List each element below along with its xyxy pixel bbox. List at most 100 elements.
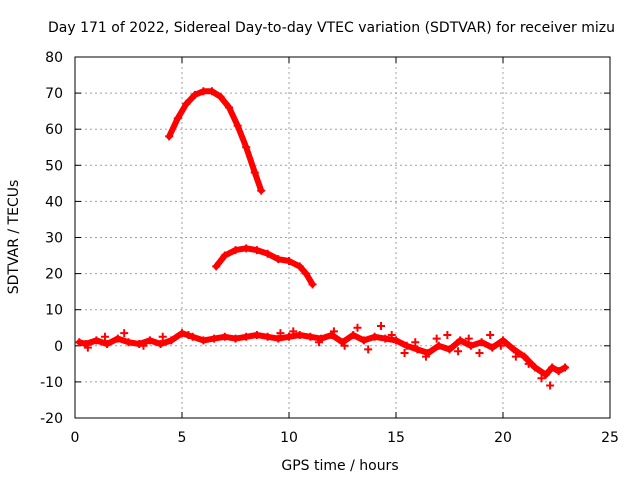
y-axis-title: SDTVAR / TECUs <box>6 180 22 295</box>
y-tick-label: 80 <box>45 50 63 66</box>
y-tick-label: -10 <box>40 375 63 391</box>
data-point <box>263 332 272 341</box>
data-point <box>499 336 507 345</box>
data-point <box>216 92 225 101</box>
data-point <box>308 280 317 289</box>
data-point <box>75 338 84 347</box>
data-point <box>135 339 144 348</box>
data-layer <box>75 87 570 390</box>
data-point <box>257 186 266 195</box>
data-point <box>548 363 557 372</box>
x-tick-label: 0 <box>71 430 80 446</box>
axis-ticks: 0 5 10 15 20 25 -20 -10 0 10 20 30 40 50 60 70 80 <box>40 50 619 446</box>
data-point <box>158 332 167 341</box>
data-point <box>92 336 101 345</box>
data-point <box>167 336 176 345</box>
data-point <box>370 332 379 341</box>
data-point <box>274 334 283 343</box>
data-point <box>173 114 182 123</box>
data-point <box>210 334 219 343</box>
data-point <box>295 262 304 271</box>
data-point <box>302 269 311 278</box>
data-point <box>276 329 285 338</box>
data-point <box>496 341 505 350</box>
data-point <box>220 251 229 260</box>
data-point <box>466 341 475 350</box>
data-point <box>475 349 484 358</box>
y-tick-label: 0 <box>54 339 63 355</box>
data-point <box>511 352 520 361</box>
x-tick-label: 25 <box>601 430 619 446</box>
data-point <box>242 143 251 152</box>
data-point <box>139 341 148 350</box>
data-point <box>364 345 373 354</box>
data-point <box>165 132 174 141</box>
data-point <box>546 381 555 390</box>
data-point <box>263 249 272 258</box>
y-tick-label: 40 <box>45 194 63 210</box>
data-point <box>285 256 293 265</box>
y-tick-label: 10 <box>45 303 63 319</box>
data-point <box>413 345 422 354</box>
data-point <box>524 359 533 368</box>
data-point <box>531 363 540 372</box>
data-point <box>454 347 463 356</box>
data-point <box>233 121 242 130</box>
x-tick-label: 20 <box>494 430 512 446</box>
data-point <box>103 339 112 348</box>
data-point <box>252 330 261 339</box>
data-point <box>124 338 133 347</box>
data-point <box>242 332 251 341</box>
data-point <box>100 332 109 341</box>
y-tick-label: 70 <box>45 86 63 102</box>
x-tick-label: 10 <box>280 430 298 446</box>
data-point <box>554 367 563 376</box>
data-point <box>381 334 390 343</box>
data-point <box>113 334 122 343</box>
y-tick-label: 30 <box>45 231 63 247</box>
data-point <box>252 246 261 255</box>
data-point <box>477 338 486 347</box>
series-high-arc <box>165 87 266 195</box>
y-tick-label: 20 <box>45 267 63 283</box>
y-tick-label: 50 <box>45 158 63 174</box>
data-point <box>250 168 259 177</box>
x-tick-label: 5 <box>178 430 187 446</box>
data-point <box>349 330 358 339</box>
data-point <box>561 363 570 372</box>
data-point <box>421 352 430 361</box>
data-point <box>392 336 400 345</box>
data-point <box>220 332 229 341</box>
data-point <box>295 330 304 339</box>
data-point <box>231 334 240 343</box>
data-point <box>207 87 216 96</box>
data-point <box>190 90 199 99</box>
data-point <box>387 330 396 339</box>
data-point <box>212 262 221 271</box>
data-point <box>541 370 550 379</box>
data-point <box>402 341 411 350</box>
data-point <box>178 329 186 338</box>
data-point <box>520 352 529 361</box>
data-point <box>306 332 315 341</box>
data-point <box>231 246 240 255</box>
data-point <box>225 103 234 112</box>
y-tick-label: -20 <box>40 411 63 427</box>
data-point <box>353 323 362 332</box>
data-point <box>242 244 251 253</box>
data-point <box>445 345 454 354</box>
data-point <box>285 332 293 341</box>
series-baseline-scatter <box>83 321 555 390</box>
data-point <box>314 338 323 347</box>
data-point <box>464 334 473 343</box>
data-point <box>188 332 197 341</box>
data-point <box>289 327 298 336</box>
data-point <box>537 374 546 383</box>
data-point <box>83 343 92 352</box>
data-point <box>199 87 208 96</box>
data-point <box>488 343 497 352</box>
data-point <box>486 330 495 339</box>
data-point <box>274 255 283 264</box>
grid <box>75 57 610 418</box>
